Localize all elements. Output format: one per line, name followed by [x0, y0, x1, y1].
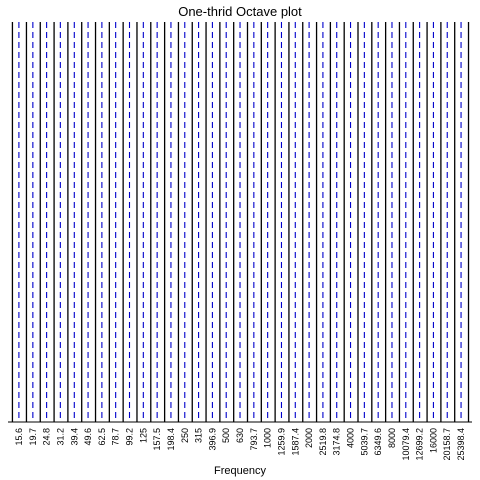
x-tick-label-7: 78.7	[111, 428, 121, 446]
x-tick-label-29: 12699.2	[415, 428, 425, 461]
x-tick-label-9: 125	[138, 428, 148, 443]
x-tick-label-32: 25398.4	[456, 428, 466, 461]
x-tick-label-19: 1259.9	[276, 428, 286, 456]
x-tick-label-25: 5039.7	[359, 428, 369, 456]
x-tick-label-14: 396.9	[207, 428, 217, 451]
x-tick-label-22: 2519.8	[318, 428, 328, 456]
x-axis-label: Frequency	[214, 465, 266, 477]
x-tick-label-23: 3174.8	[332, 428, 342, 456]
x-tick-label-16: 630	[235, 428, 245, 443]
x-tick-label-28: 10079.4	[401, 428, 411, 461]
band-edge-lines	[11, 22, 470, 422]
x-tick-label-1: 19.7	[28, 428, 38, 446]
x-tick-label-26: 6349.6	[373, 428, 383, 456]
x-tick-label-4: 39.4	[69, 428, 79, 446]
x-tick-label-15: 500	[221, 428, 231, 443]
x-tick-label-0: 15.6	[14, 428, 24, 446]
x-tick-label-5: 49.6	[83, 428, 93, 446]
x-tick-label-3: 31.2	[55, 428, 65, 446]
x-tick-label-18: 1000	[263, 428, 273, 448]
x-tick-label-8: 99.2	[125, 428, 135, 446]
x-tick-label-17: 793.7	[249, 428, 259, 451]
x-tick-label-6: 62.5	[97, 428, 107, 446]
x-tick-label-12: 250	[180, 428, 190, 443]
x-tick-label-31: 20158.7	[442, 428, 452, 461]
x-tick-label-11: 198.4	[166, 428, 176, 451]
x-tick-label-10: 157.5	[152, 428, 162, 451]
x-tick-label-13: 315	[194, 428, 204, 443]
center-frequency-lines	[18, 22, 462, 422]
x-tick-label-20: 1587.4	[290, 428, 300, 456]
chart-title: One-thrid Octave plot	[178, 4, 302, 19]
x-tick-label-30: 16000	[428, 428, 438, 453]
x-tick-label-27: 8000	[387, 428, 397, 448]
x-tick-label-24: 4000	[346, 428, 356, 448]
x-tick-labels: 15.6 19.7 24.8 31.2 39.4 49.6 62.5 78.7 99.2 125 1…	[14, 428, 466, 461]
x-tick-label-21: 2000	[304, 428, 314, 448]
x-tick-label-2: 24.8	[42, 428, 52, 446]
